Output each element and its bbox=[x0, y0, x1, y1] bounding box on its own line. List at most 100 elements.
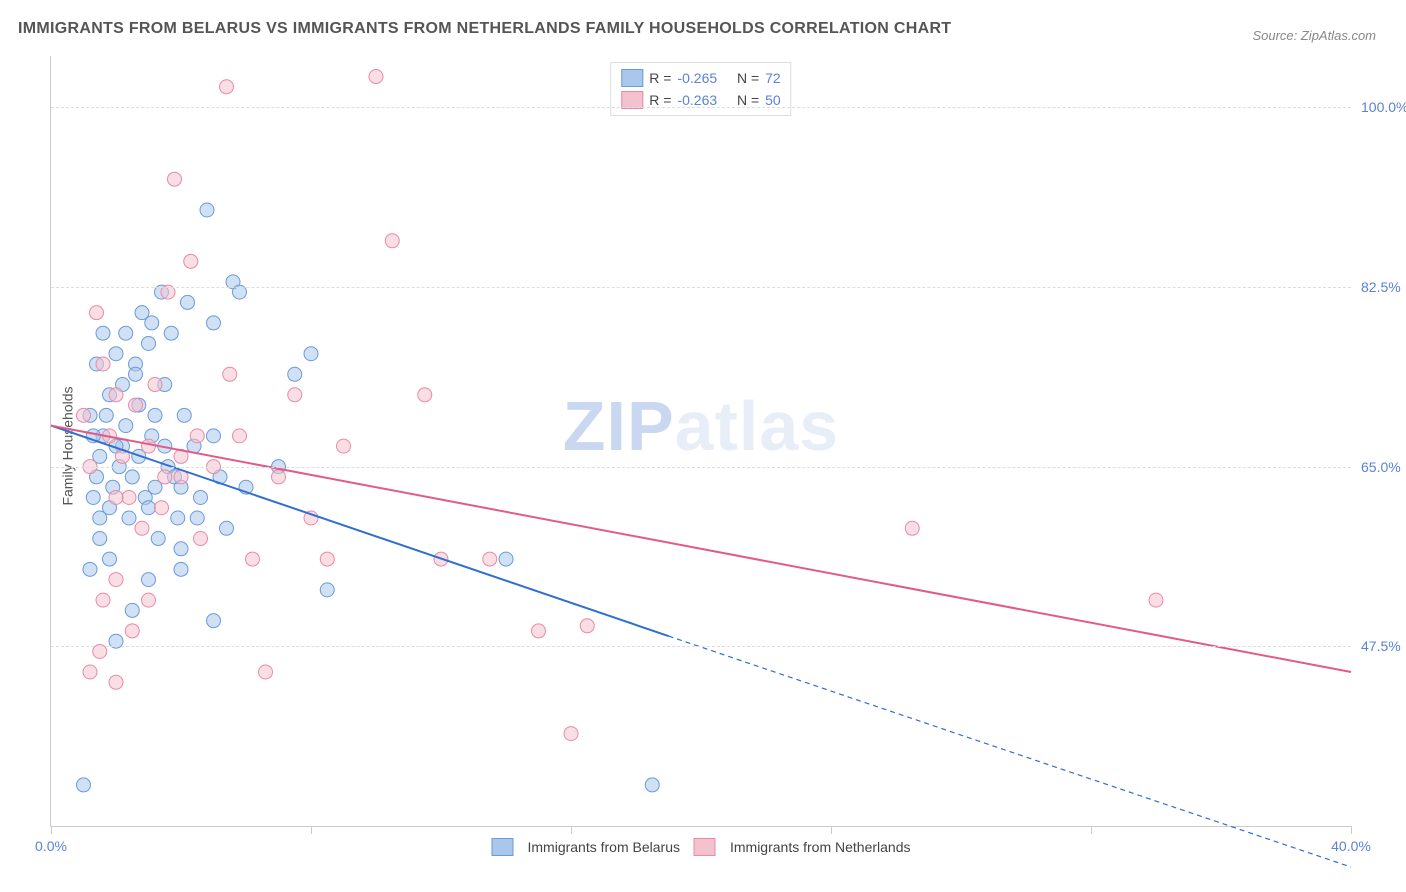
data-point bbox=[142, 336, 156, 350]
data-point bbox=[103, 552, 117, 566]
data-point bbox=[174, 542, 188, 556]
gridline bbox=[51, 107, 1351, 108]
legend-N-label: N = bbox=[737, 92, 759, 108]
data-point bbox=[109, 573, 123, 587]
data-point bbox=[499, 552, 513, 566]
data-point bbox=[86, 490, 100, 504]
data-point bbox=[158, 470, 172, 484]
data-point bbox=[320, 583, 334, 597]
data-point bbox=[148, 408, 162, 422]
legend-R-label: R = bbox=[649, 70, 671, 86]
ytick-label: 82.5% bbox=[1361, 279, 1401, 295]
data-point bbox=[164, 326, 178, 340]
xtick bbox=[1091, 826, 1092, 834]
ytick-label: 100.0% bbox=[1361, 99, 1406, 115]
data-point bbox=[171, 511, 185, 525]
trend-line-extrapolated bbox=[669, 636, 1352, 867]
data-point bbox=[155, 501, 169, 515]
data-point bbox=[200, 203, 214, 217]
data-point bbox=[96, 357, 110, 371]
data-point bbox=[184, 254, 198, 268]
data-point bbox=[259, 665, 273, 679]
data-point bbox=[135, 521, 149, 535]
data-point bbox=[142, 593, 156, 607]
data-point bbox=[288, 388, 302, 402]
xtick bbox=[571, 826, 572, 834]
data-point bbox=[177, 408, 191, 422]
data-point bbox=[272, 470, 286, 484]
source-label: Source: ZipAtlas.com bbox=[1252, 28, 1376, 43]
data-point bbox=[129, 398, 143, 412]
data-point bbox=[194, 490, 208, 504]
data-point bbox=[142, 573, 156, 587]
data-point bbox=[142, 501, 156, 515]
legend-N-value: 50 bbox=[765, 92, 781, 108]
gridline bbox=[51, 467, 1351, 468]
legend-series-label: Immigrants from Belarus bbox=[528, 839, 680, 855]
legend-N-label: N = bbox=[737, 70, 759, 86]
data-point bbox=[83, 562, 97, 576]
gridline bbox=[51, 287, 1351, 288]
data-point bbox=[181, 295, 195, 309]
data-point bbox=[337, 439, 351, 453]
data-point bbox=[151, 532, 165, 546]
data-point bbox=[207, 614, 221, 628]
data-point bbox=[532, 624, 546, 638]
data-point bbox=[168, 172, 182, 186]
ytick-label: 47.5% bbox=[1361, 638, 1401, 654]
data-point bbox=[109, 388, 123, 402]
legend-swatch bbox=[621, 91, 643, 109]
xtick bbox=[51, 826, 52, 834]
data-point bbox=[83, 665, 97, 679]
data-point bbox=[129, 367, 143, 381]
data-point bbox=[77, 408, 91, 422]
data-point bbox=[122, 490, 136, 504]
data-point bbox=[233, 429, 247, 443]
xtick bbox=[311, 826, 312, 834]
xtick-label: 40.0% bbox=[1331, 838, 1371, 854]
legend-R-value: -0.263 bbox=[677, 92, 717, 108]
data-point bbox=[90, 306, 104, 320]
legend-swatch bbox=[694, 838, 716, 856]
xtick bbox=[1351, 826, 1352, 834]
data-point bbox=[207, 316, 221, 330]
legend-swatch bbox=[621, 69, 643, 87]
data-point bbox=[483, 552, 497, 566]
data-point bbox=[109, 347, 123, 361]
data-point bbox=[580, 619, 594, 633]
legend-R-value: -0.265 bbox=[677, 70, 717, 86]
data-point bbox=[119, 419, 133, 433]
data-point bbox=[1149, 593, 1163, 607]
data-point bbox=[220, 521, 234, 535]
legend-series-label: Immigrants from Netherlands bbox=[730, 839, 911, 855]
trend-line bbox=[51, 426, 1351, 672]
data-point bbox=[99, 408, 113, 422]
data-point bbox=[93, 532, 107, 546]
data-point bbox=[246, 552, 260, 566]
data-point bbox=[223, 367, 237, 381]
legend-swatch bbox=[492, 838, 514, 856]
ytick-label: 65.0% bbox=[1361, 459, 1401, 475]
data-point bbox=[190, 511, 204, 525]
data-point bbox=[418, 388, 432, 402]
plot-area: ZIPatlas R = -0.265 N = 72 R = -0.263 N … bbox=[50, 56, 1351, 827]
chart-title: IMMIGRANTS FROM BELARUS VS IMMIGRANTS FR… bbox=[18, 20, 951, 38]
data-point bbox=[109, 675, 123, 689]
legend-N-value: 72 bbox=[765, 70, 781, 86]
data-point bbox=[77, 778, 91, 792]
data-point bbox=[125, 470, 139, 484]
chart-container: IMMIGRANTS FROM BELARUS VS IMMIGRANTS FR… bbox=[0, 0, 1406, 892]
data-point bbox=[96, 326, 110, 340]
data-point bbox=[142, 439, 156, 453]
data-point bbox=[148, 378, 162, 392]
data-point bbox=[385, 234, 399, 248]
data-point bbox=[96, 593, 110, 607]
legend-series: Immigrants from Belarus Immigrants from N… bbox=[492, 838, 911, 856]
data-point bbox=[207, 429, 221, 443]
data-point bbox=[122, 511, 136, 525]
plot-svg bbox=[51, 56, 1351, 826]
xtick bbox=[831, 826, 832, 834]
data-point bbox=[190, 429, 204, 443]
data-point bbox=[304, 347, 318, 361]
xtick-label: 0.0% bbox=[35, 838, 67, 854]
